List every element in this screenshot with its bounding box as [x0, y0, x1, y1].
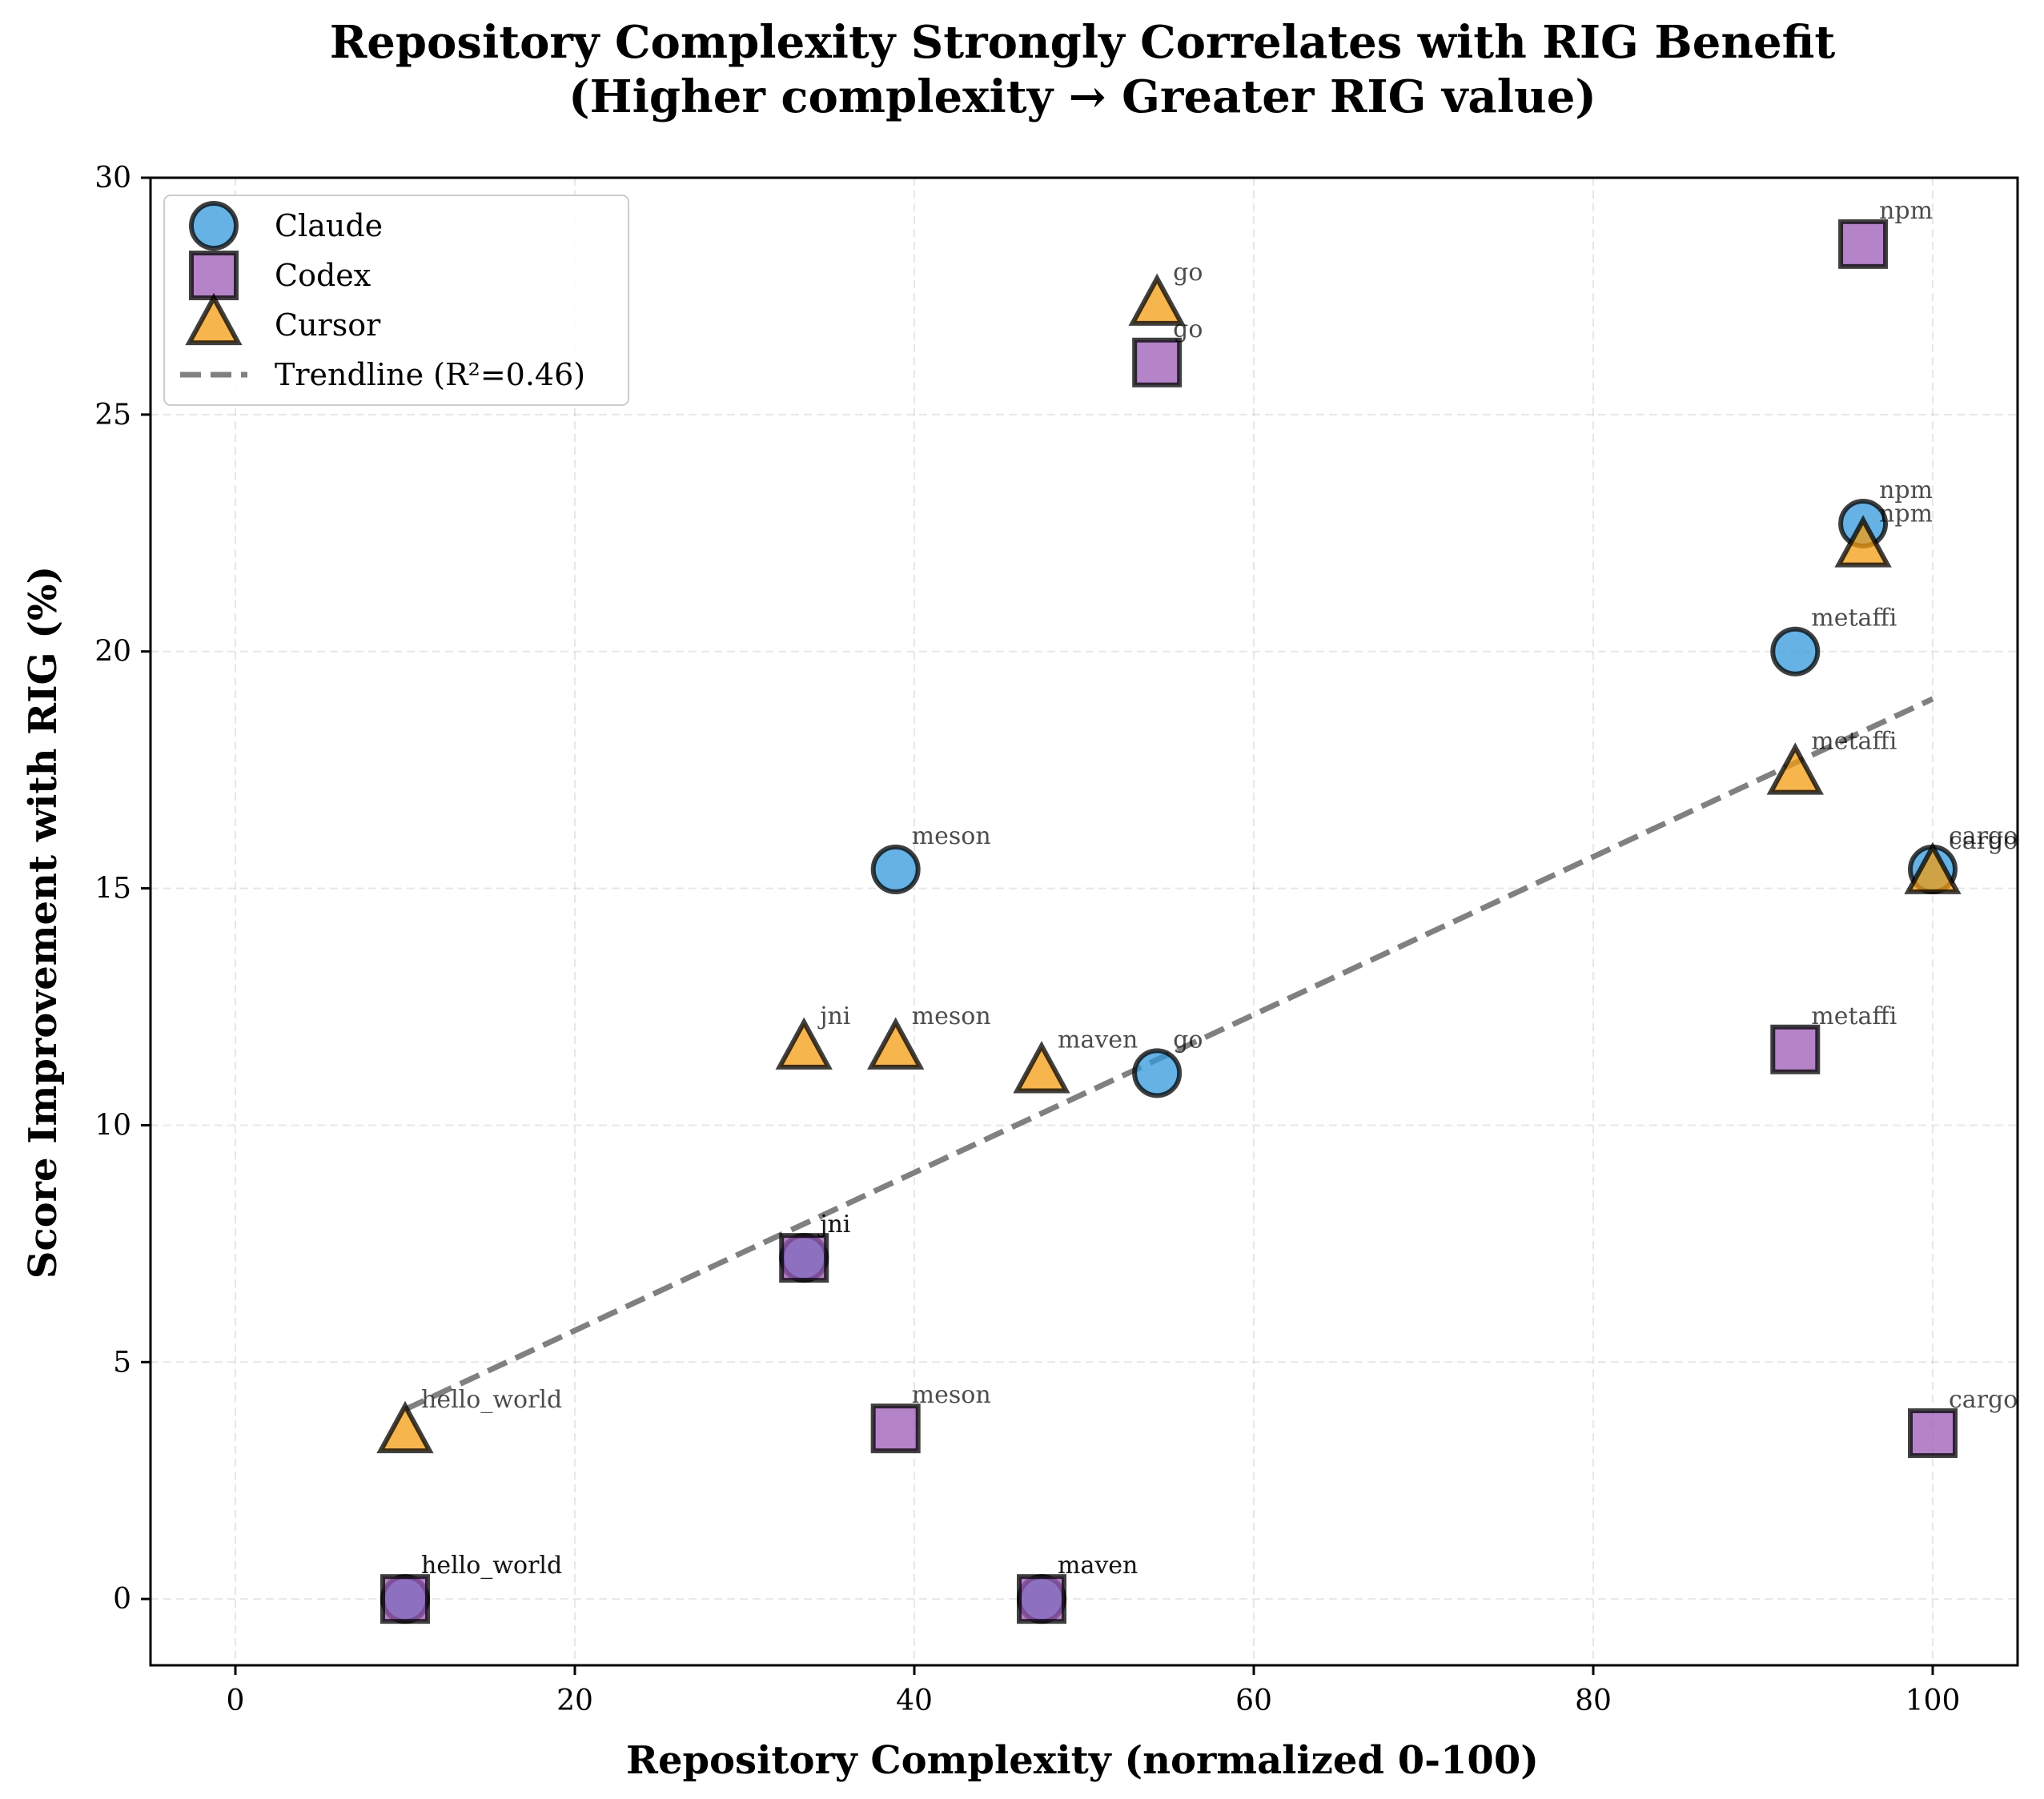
cursor-point [1904, 841, 1962, 894]
plot-area [149, 176, 2019, 1667]
y-tick-label: 5 [113, 1346, 131, 1379]
legend-codex-marker [189, 251, 239, 300]
y-tick-label: 30 [94, 162, 131, 195]
x-tick-label: 0 [227, 1685, 245, 1717]
cursor-point [1834, 515, 1892, 568]
codex-point-label: meson [912, 1381, 991, 1409]
cursor-point-label: maven [1058, 1026, 1138, 1054]
codex-point [1017, 1574, 1066, 1624]
legend-cursor-marker [185, 292, 243, 346]
cursor-point-label: hello_world [421, 1386, 562, 1414]
legend: Claude Codex Cursor Trendline (R²=0.46) [163, 195, 629, 406]
codex-point [1132, 337, 1183, 388]
codex-point-label: npm [1879, 197, 1933, 225]
y-tick-label: 15 [94, 873, 131, 906]
claude-point-label: hello_world [421, 1552, 562, 1580]
chart-title: Repository Complexity Strongly Correlate… [330, 16, 1836, 69]
claude-point [1132, 1048, 1183, 1098]
codex-point [870, 1403, 921, 1454]
legend-box [163, 195, 629, 406]
cursor-point-label: meson [912, 1002, 991, 1030]
y-tick-label: 10 [94, 1109, 131, 1142]
claude-point-label: go [1173, 1026, 1203, 1054]
x-tick-label: 100 [1905, 1685, 1961, 1717]
codex-point-label: jni [817, 1211, 850, 1239]
x-tick-label: 80 [1575, 1685, 1612, 1717]
x-tick-label: 40 [896, 1685, 933, 1717]
codex-point [1770, 1024, 1821, 1074]
codex-point [779, 1233, 829, 1283]
y-tick-label: 20 [94, 636, 131, 669]
claude-point-label: jni [817, 1211, 850, 1239]
legend-cursor-label: Cursor [275, 307, 381, 343]
cursor-point-label: go [1173, 259, 1203, 287]
cursor-point [867, 1017, 925, 1070]
legend-trendline-label: Trendline (R²=0.46) [275, 357, 585, 392]
claude-point-label: maven [1058, 1552, 1138, 1580]
codex-point [1838, 219, 1889, 269]
x-tick-label: 20 [556, 1685, 593, 1717]
cursor-point [775, 1017, 833, 1070]
y-tick-label: 0 [113, 1583, 131, 1616]
codex-point [380, 1574, 430, 1624]
codex-point-label: go [1173, 315, 1203, 343]
cursor-point [1766, 742, 1824, 795]
legend-codex-label: Codex [275, 258, 371, 293]
x-tick-label: 60 [1235, 1685, 1272, 1717]
cursor-point-label: jni [817, 1002, 850, 1030]
codex-point-label: metaffi [1811, 1002, 1897, 1030]
claude-point-label: npm [1879, 476, 1933, 504]
chart-subtitle: (Higher complexity → Greater RIG value) [568, 70, 1596, 123]
claude-point [870, 844, 921, 894]
codex-point [1908, 1408, 1958, 1459]
claude-point [1770, 626, 1821, 677]
legend-claude-marker [189, 201, 239, 251]
cursor-point-label: metaffi [1811, 728, 1897, 756]
y-axis-label: Score Improvement with RIG (%) [21, 566, 66, 1279]
cursor-point [1128, 273, 1186, 326]
y-tick-label: 25 [94, 399, 131, 432]
legend-claude-label: Claude [275, 208, 383, 243]
codex-point-label: cargo [1949, 1386, 2018, 1414]
codex-point-label: hello_world [421, 1552, 562, 1580]
x-axis-label: Repository Complexity (normalized 0-100) [626, 1738, 1539, 1783]
trendline [404, 696, 1934, 1412]
cursor-point-label: cargo [1949, 827, 2018, 855]
cursor-point [376, 1400, 434, 1454]
codex-point-label: maven [1058, 1552, 1138, 1580]
cursor-point-label: npm [1879, 500, 1933, 528]
claude-point-label: metaffi [1811, 604, 1897, 632]
cursor-point [1013, 1041, 1070, 1094]
claude-point-label: cargo [1949, 822, 2018, 850]
claude-point-label: meson [912, 822, 991, 850]
